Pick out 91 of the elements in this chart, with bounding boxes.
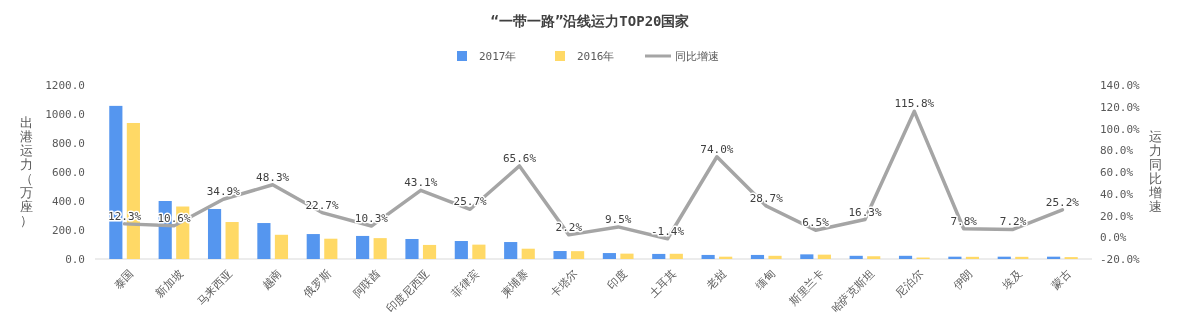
bar (274, 234, 289, 259)
y-tick-label: 0.0 (65, 253, 85, 266)
bar (405, 238, 419, 259)
data-label: 25.2% (1045, 195, 1080, 209)
y-tick-label: 1000.0 (45, 108, 85, 121)
x-tick-label: 俄罗斯 (301, 267, 334, 300)
bar (620, 253, 634, 259)
legend-label: 2017年 (479, 50, 517, 63)
bar (257, 223, 271, 259)
bar (669, 253, 683, 259)
y-tick-label: 1200.0 (45, 79, 85, 92)
bar (849, 255, 863, 259)
bar (965, 256, 980, 259)
bar (324, 238, 338, 259)
bar (817, 254, 831, 259)
x-tick-label: 缅甸 (753, 267, 778, 293)
x-tick-label: 阿联酋 (350, 267, 383, 300)
x-tick-label: 柬埔寨 (498, 267, 532, 300)
x-tick-label: 伊朗 (950, 267, 976, 293)
y2-tick-label: 120.0% (1100, 100, 1141, 114)
y2-tick-label: 80.0% (1100, 144, 1134, 158)
x-tick-label: 印度尼西亚 (384, 267, 433, 316)
bar (454, 241, 468, 259)
y2-tick-label: 40.0% (1100, 187, 1134, 201)
x-tick-label: 老挝 (703, 267, 729, 293)
y2-tick-label: -20.0% (1100, 253, 1141, 266)
x-tick-label: 越南 (259, 267, 285, 293)
y-tick-label: 800.0 (51, 137, 85, 150)
x-tick-label: 卡塔尔 (547, 267, 581, 300)
bar (750, 254, 765, 259)
data-label: 74.0% (700, 142, 734, 156)
bar (1015, 256, 1029, 259)
y-axis-title: 出港运力（万座） (19, 115, 33, 228)
y2-axis-title: 运力同比增速 (1147, 129, 1162, 214)
legend-label: 2016年 (577, 50, 615, 63)
bar (800, 254, 814, 259)
data-label: 2.2% (555, 220, 583, 234)
data-label: 7.8% (950, 214, 978, 228)
bar (602, 253, 616, 259)
bar (652, 253, 666, 259)
y2-tick-label: 100.0% (1100, 122, 1141, 136)
x-tick-label: 尼泊尔 (893, 267, 926, 300)
bar (768, 255, 782, 259)
data-label: 65.6% (502, 151, 537, 165)
data-label: 28.7% (749, 192, 784, 206)
bar (356, 235, 370, 259)
bar (867, 256, 881, 259)
bar (373, 238, 387, 259)
x-tick-label: 哈萨克斯坦 (828, 267, 877, 316)
x-tick-label: 埃及 (999, 267, 1025, 293)
x-tick-label: 蒙古 (1049, 267, 1074, 293)
bar (701, 254, 715, 259)
data-label: 34.9% (206, 185, 241, 199)
data-label: 6.5% (802, 216, 830, 230)
data-label: 115.8% (894, 97, 935, 111)
data-label: 7.2% (999, 215, 1027, 229)
data-label: 25.7% (453, 195, 488, 209)
bar (306, 234, 320, 259)
y-tick-label: 200.0 (51, 224, 85, 237)
chart-title: “一带一路”沿线运力TOP20国家 (490, 13, 690, 29)
bar (472, 244, 486, 259)
x-tick-label: 马来西亚 (194, 267, 235, 308)
bar (207, 208, 222, 259)
data-label: -1.4% (650, 224, 685, 238)
data-label: 10.3% (354, 212, 389, 226)
bar (225, 222, 239, 259)
y2-tick-label: 140.0% (1100, 79, 1141, 92)
data-label: 12.3% (108, 209, 142, 223)
data-label: 16.3% (848, 205, 882, 219)
data-label: 22.7% (305, 198, 339, 212)
x-tick-label: 土耳其 (646, 267, 680, 300)
bar (898, 255, 913, 259)
y2-tick-label: 60.0% (1100, 166, 1134, 179)
data-label: 48.3% (256, 170, 290, 184)
bar (553, 251, 567, 259)
y2-tick-label: 20.0% (1100, 209, 1134, 223)
bar (571, 251, 585, 259)
y-tick-label: 600.0 (51, 166, 85, 179)
bar (504, 242, 518, 259)
x-tick-label: 泰国 (111, 267, 137, 293)
x-tick-label: 新加坡 (153, 267, 186, 300)
x-tick-label: 菲律宾 (449, 267, 482, 300)
data-label: 9.5% (604, 212, 632, 226)
y2-tick-label: 0.0% (1100, 231, 1127, 245)
y-tick-label: 400.0 (51, 195, 85, 208)
bar (422, 244, 437, 259)
x-tick-label: 印度 (605, 267, 630, 293)
bar (521, 248, 535, 259)
legend-label: 同比增速 (675, 50, 719, 63)
x-tick-label: 斯里兰卡 (786, 267, 828, 308)
data-label: 43.1% (404, 176, 438, 190)
